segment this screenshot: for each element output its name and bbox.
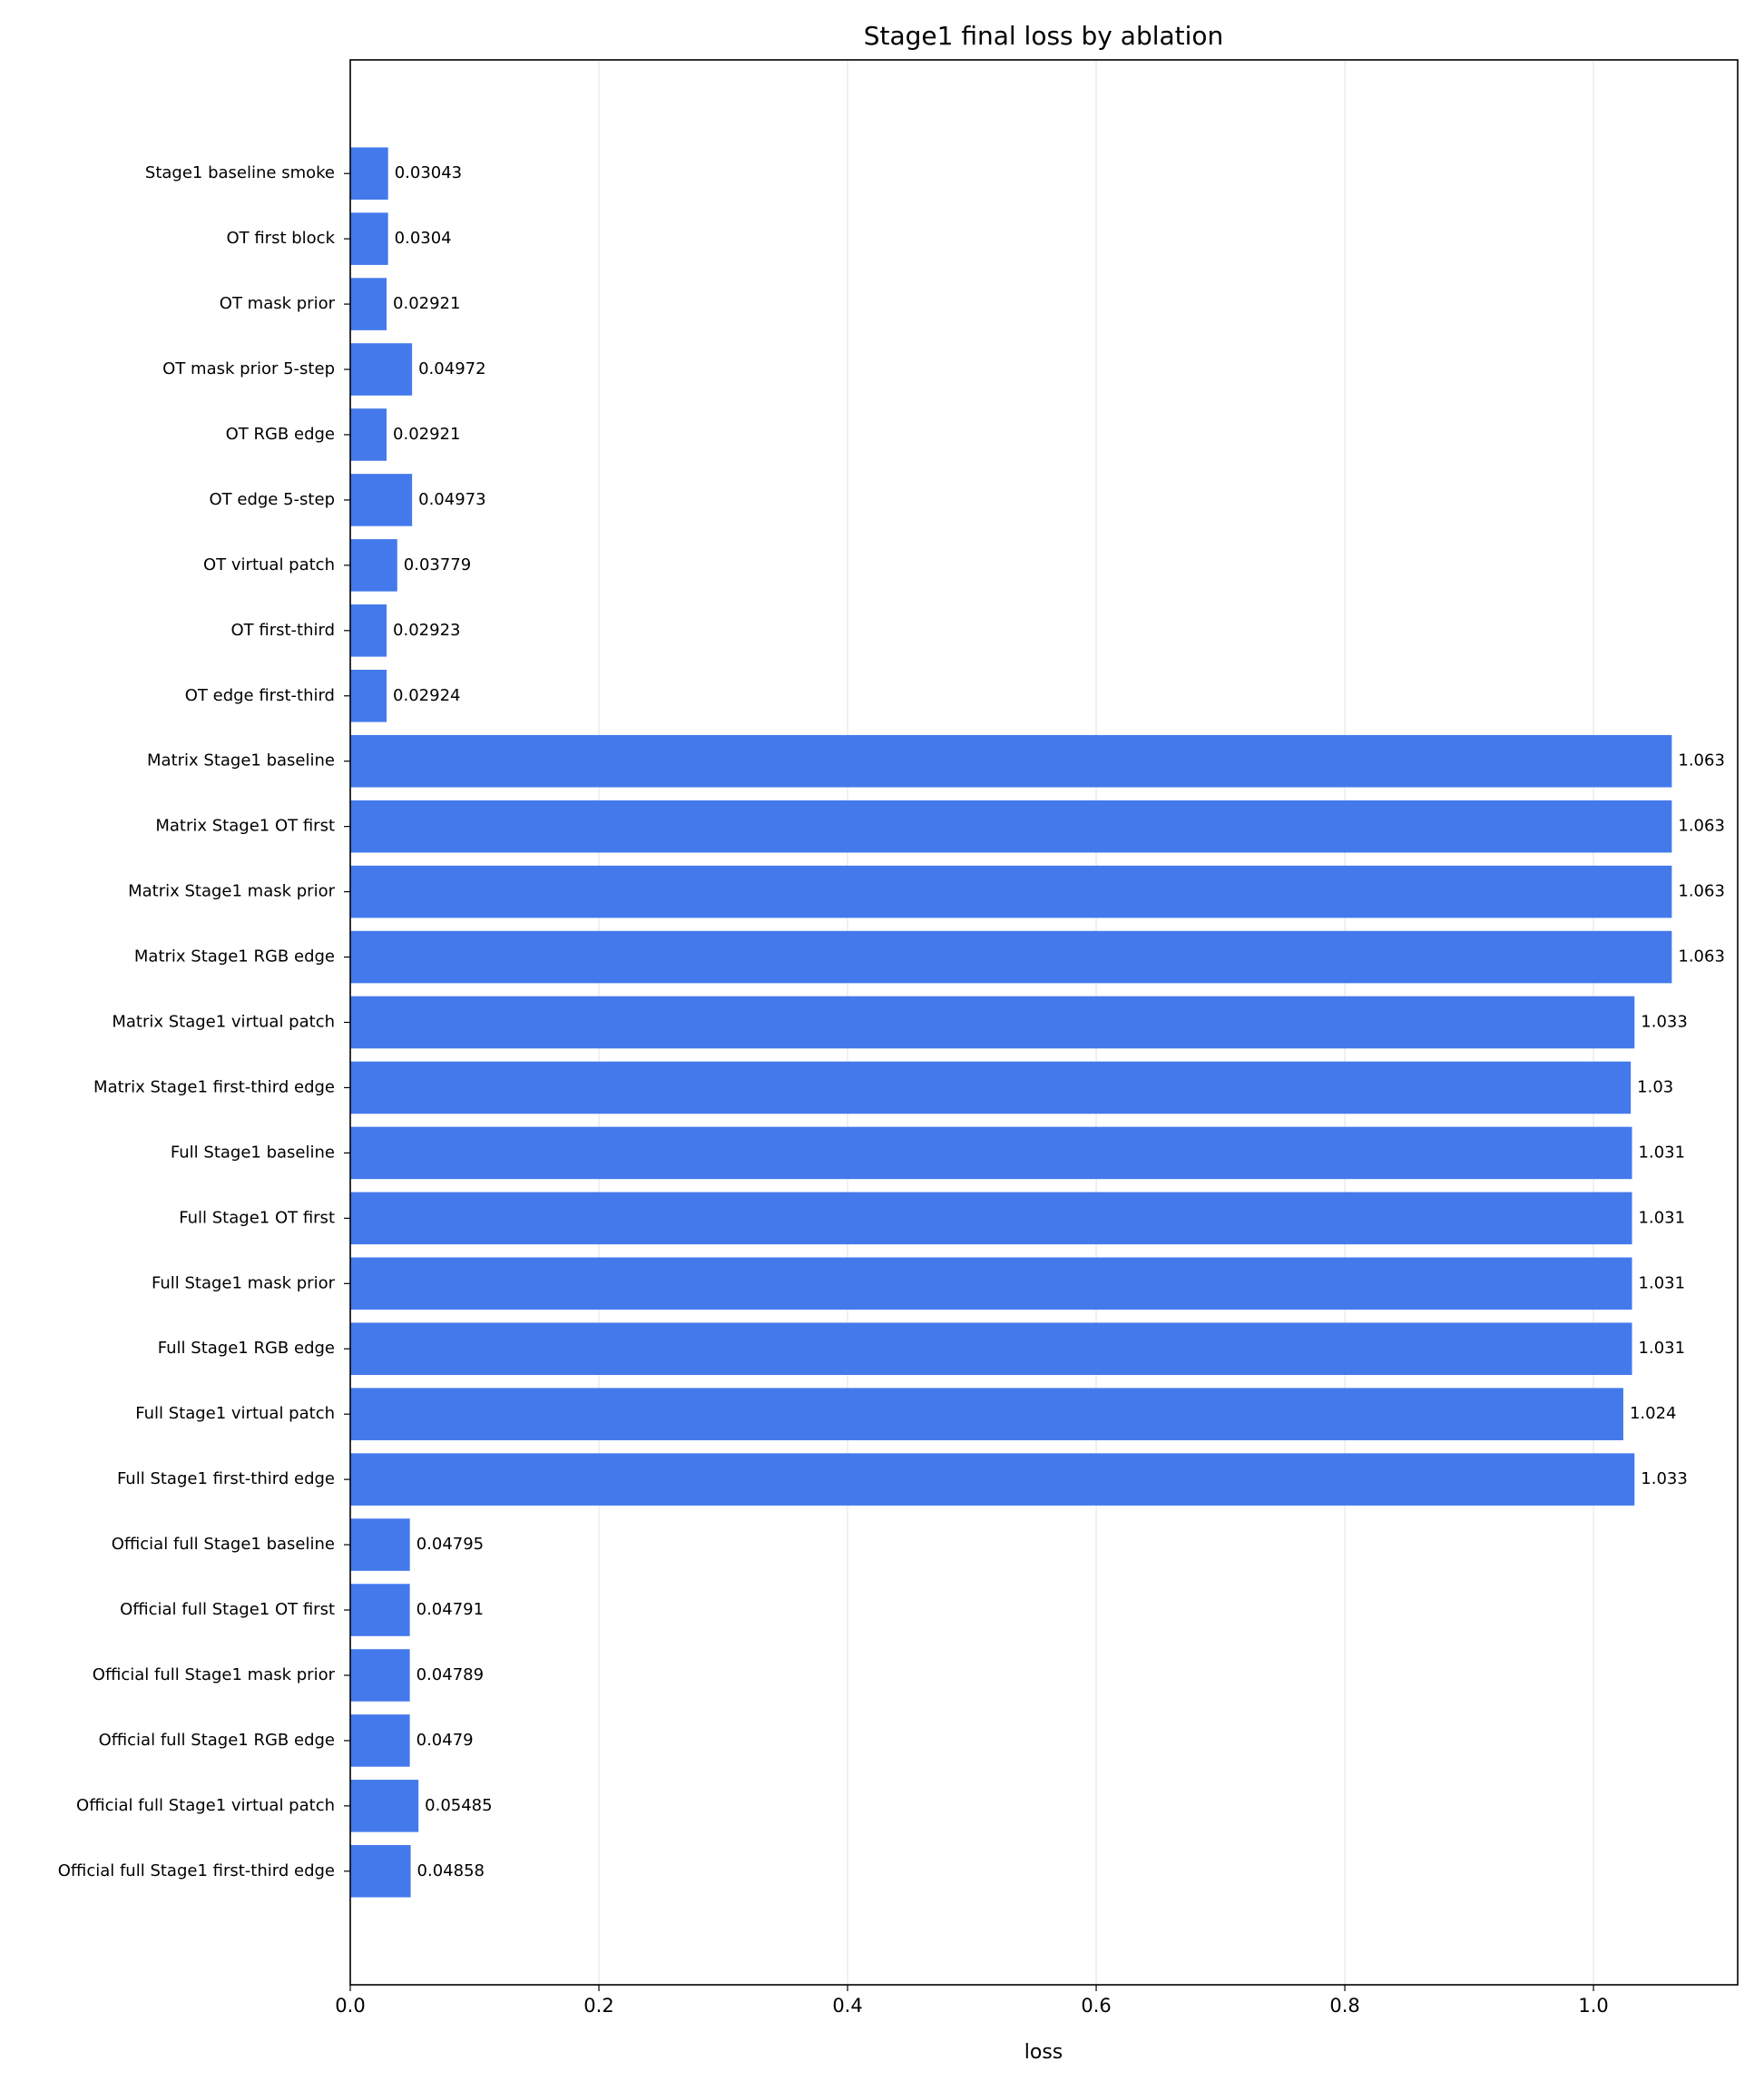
y-tick-label: Matrix Stage1 virtual patch [112,1013,335,1032]
bar [350,1322,1632,1376]
y-tick-label: Matrix Stage1 RGB edge [134,947,335,967]
bar [350,669,387,722]
bar [350,1649,410,1702]
value-label: 0.04858 [417,1861,485,1880]
y-tick-label: Full Stage1 first-third edge [117,1469,335,1488]
bar [350,1192,1632,1245]
bar [350,212,388,265]
value-label: 0.04973 [418,490,485,509]
y-tick-label: OT RGB edge [226,425,335,444]
bar [350,278,387,330]
value-label: 0.02924 [393,686,460,705]
y-tick-label: OT mask prior [220,294,336,313]
x-axis-label: loss [1024,2041,1063,2064]
value-label: 1.031 [1639,1208,1686,1227]
x-tick-label: 0.4 [832,1995,862,2017]
value-label: 1.033 [1641,1013,1688,1032]
y-tick-label: OT first-third [230,621,335,640]
bar [350,1845,411,1898]
value-label: 1.063 [1678,751,1725,771]
y-tick-label: Matrix Stage1 first-third edge [93,1077,335,1096]
bar [350,408,387,461]
y-tick-label: OT first block [226,229,335,248]
bar [350,604,387,657]
bar [350,474,413,526]
y-tick-label: Full Stage1 mask prior [152,1273,336,1292]
y-tick-label: Matrix Stage1 OT first [155,817,335,836]
bar [350,343,413,396]
value-label: 0.03779 [404,555,471,574]
bar [350,1584,410,1636]
y-tick-label: Matrix Stage1 baseline [147,751,335,771]
bar [350,1780,419,1832]
bar [350,996,1635,1049]
value-label: 0.0479 [416,1731,474,1750]
y-tick-label: Matrix Stage1 mask prior [128,882,336,901]
y-tick-label: OT edge first-third [185,686,335,705]
value-label: 1.031 [1639,1143,1686,1162]
value-label: 0.02921 [393,425,460,444]
bar [350,800,1672,853]
value-label: 0.03043 [395,163,462,182]
value-label: 0.02921 [393,294,460,313]
plot-frame [349,59,1739,1986]
x-tick-label: 0.0 [335,1995,365,2017]
value-label: 1.063 [1678,882,1725,901]
bar [350,1714,410,1767]
bar [350,1453,1635,1506]
bar [350,147,388,200]
bar [350,865,1672,918]
bar [350,1388,1623,1440]
value-label: 1.063 [1678,947,1725,967]
bar [350,539,397,592]
value-label: 1.031 [1639,1339,1686,1358]
bar [350,1126,1632,1180]
y-tick-label: Full Stage1 virtual patch [135,1404,335,1423]
y-tick-label: Official full Stage1 baseline [112,1535,335,1554]
bar [350,1061,1632,1114]
y-tick-label: OT mask prior 5-step [162,359,335,378]
bar [350,930,1672,984]
y-tick-label: Full Stage1 baseline [171,1143,335,1162]
value-label: 0.04789 [416,1665,484,1684]
y-tick-label: Official full Stage1 OT first [120,1600,335,1619]
bar [350,1518,410,1571]
value-label: 0.05485 [425,1796,492,1815]
x-tick-label: 0.2 [583,1995,613,2017]
value-label: 0.02923 [393,621,460,640]
y-tick-label: Stage1 baseline smoke [145,163,335,182]
bar [350,1257,1632,1310]
y-tick-label: Full Stage1 OT first [179,1208,335,1227]
bar [350,734,1672,788]
y-tick-label: Full Stage1 RGB edge [158,1339,335,1358]
value-label: 0.04791 [416,1600,484,1619]
y-tick-label: OT virtual patch [203,555,335,574]
value-label: 0.04972 [418,359,485,378]
chart-title: Stage1 final loss by ablation [864,21,1224,51]
y-tick-label: Official full Stage1 RGB edge [99,1731,335,1750]
y-tick-label: Official full Stage1 virtual patch [76,1796,335,1815]
x-tick-label: 0.6 [1081,1995,1111,2017]
value-label: 1.033 [1641,1469,1688,1488]
y-tick-label: OT edge 5-step [210,490,336,509]
value-label: 1.031 [1639,1273,1686,1292]
y-tick-label: Official full Stage1 mask prior [93,1665,336,1684]
value-label: 1.03 [1637,1077,1673,1096]
y-tick-label: Official full Stage1 first-third edge [58,1861,335,1880]
value-label: 0.0304 [395,229,452,248]
value-label: 1.063 [1678,817,1725,836]
value-label: 0.04795 [416,1535,484,1554]
x-tick-label: 0.8 [1329,1995,1359,2017]
value-label: 1.024 [1630,1404,1677,1423]
x-tick-label: 1.0 [1578,1995,1608,2017]
